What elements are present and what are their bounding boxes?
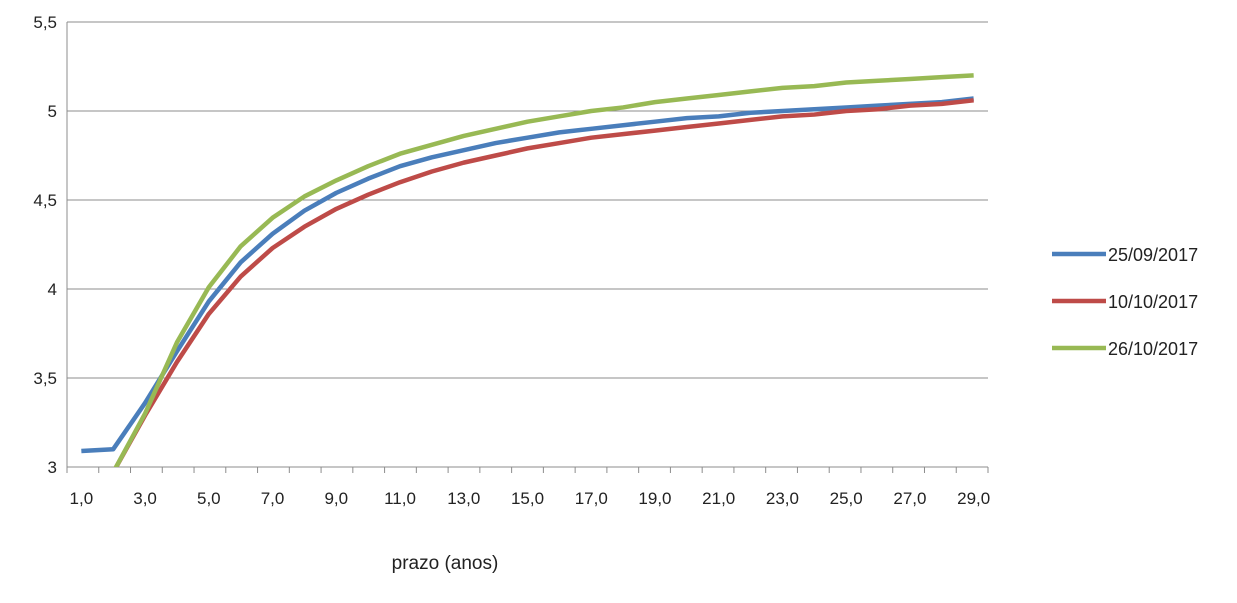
x-axis-title: prazo (anos) <box>392 553 499 574</box>
x-tick-label: 13,0 <box>447 489 480 508</box>
series-line-1 <box>81 96 974 454</box>
y-tick-label: 3,5 <box>33 369 57 388</box>
series-line-3 <box>113 73 974 467</box>
plot-area <box>81 73 974 467</box>
y-tick-label: 3 <box>48 458 57 477</box>
x-tick-label: 11,0 <box>384 489 416 508</box>
x-tick-label: 9,0 <box>324 489 348 508</box>
x-tick-label: 1,0 <box>70 489 94 508</box>
x-tick-label: 7,0 <box>261 489 285 508</box>
y-tick-label: 4 <box>48 280 57 299</box>
x-tick-label: 27,0 <box>893 489 926 508</box>
x-tick-label: 23,0 <box>766 489 799 508</box>
x-tick-label: 15,0 <box>511 489 544 508</box>
x-tick-label: 21,0 <box>702 489 735 508</box>
series-line-2 <box>113 98 974 467</box>
y-tick-label: 5,5 <box>33 13 57 32</box>
legend-label-3: 26/10/2017 <box>1108 339 1198 359</box>
gridlines <box>67 21 988 379</box>
x-tick-label: 25,0 <box>830 489 863 508</box>
y-tick-label: 5 <box>48 102 57 121</box>
legend-label-1: 25/09/2017 <box>1108 245 1198 265</box>
legend: 25/09/2017 10/10/2017 26/10/2017 <box>1052 245 1198 359</box>
y-tick-label: 4,5 <box>33 191 57 210</box>
legend-label-2: 10/10/2017 <box>1108 292 1198 312</box>
x-tick-label: 5,0 <box>197 489 221 508</box>
axes <box>66 22 989 473</box>
x-tick-label: 29,0 <box>957 489 990 508</box>
x-tick-labels: 1,0 3,0 5,0 7,0 9,0 11,0 13,0 15,0 17,0 19,0 21,0 2… <box>70 489 991 508</box>
x-tick-label: 3,0 <box>133 489 157 508</box>
y-tick-labels: 3 3,5 4 4,5 5 5,5 <box>33 13 57 477</box>
x-tick-label: 19,0 <box>638 489 671 508</box>
x-tick-label: 17,0 <box>575 489 608 508</box>
